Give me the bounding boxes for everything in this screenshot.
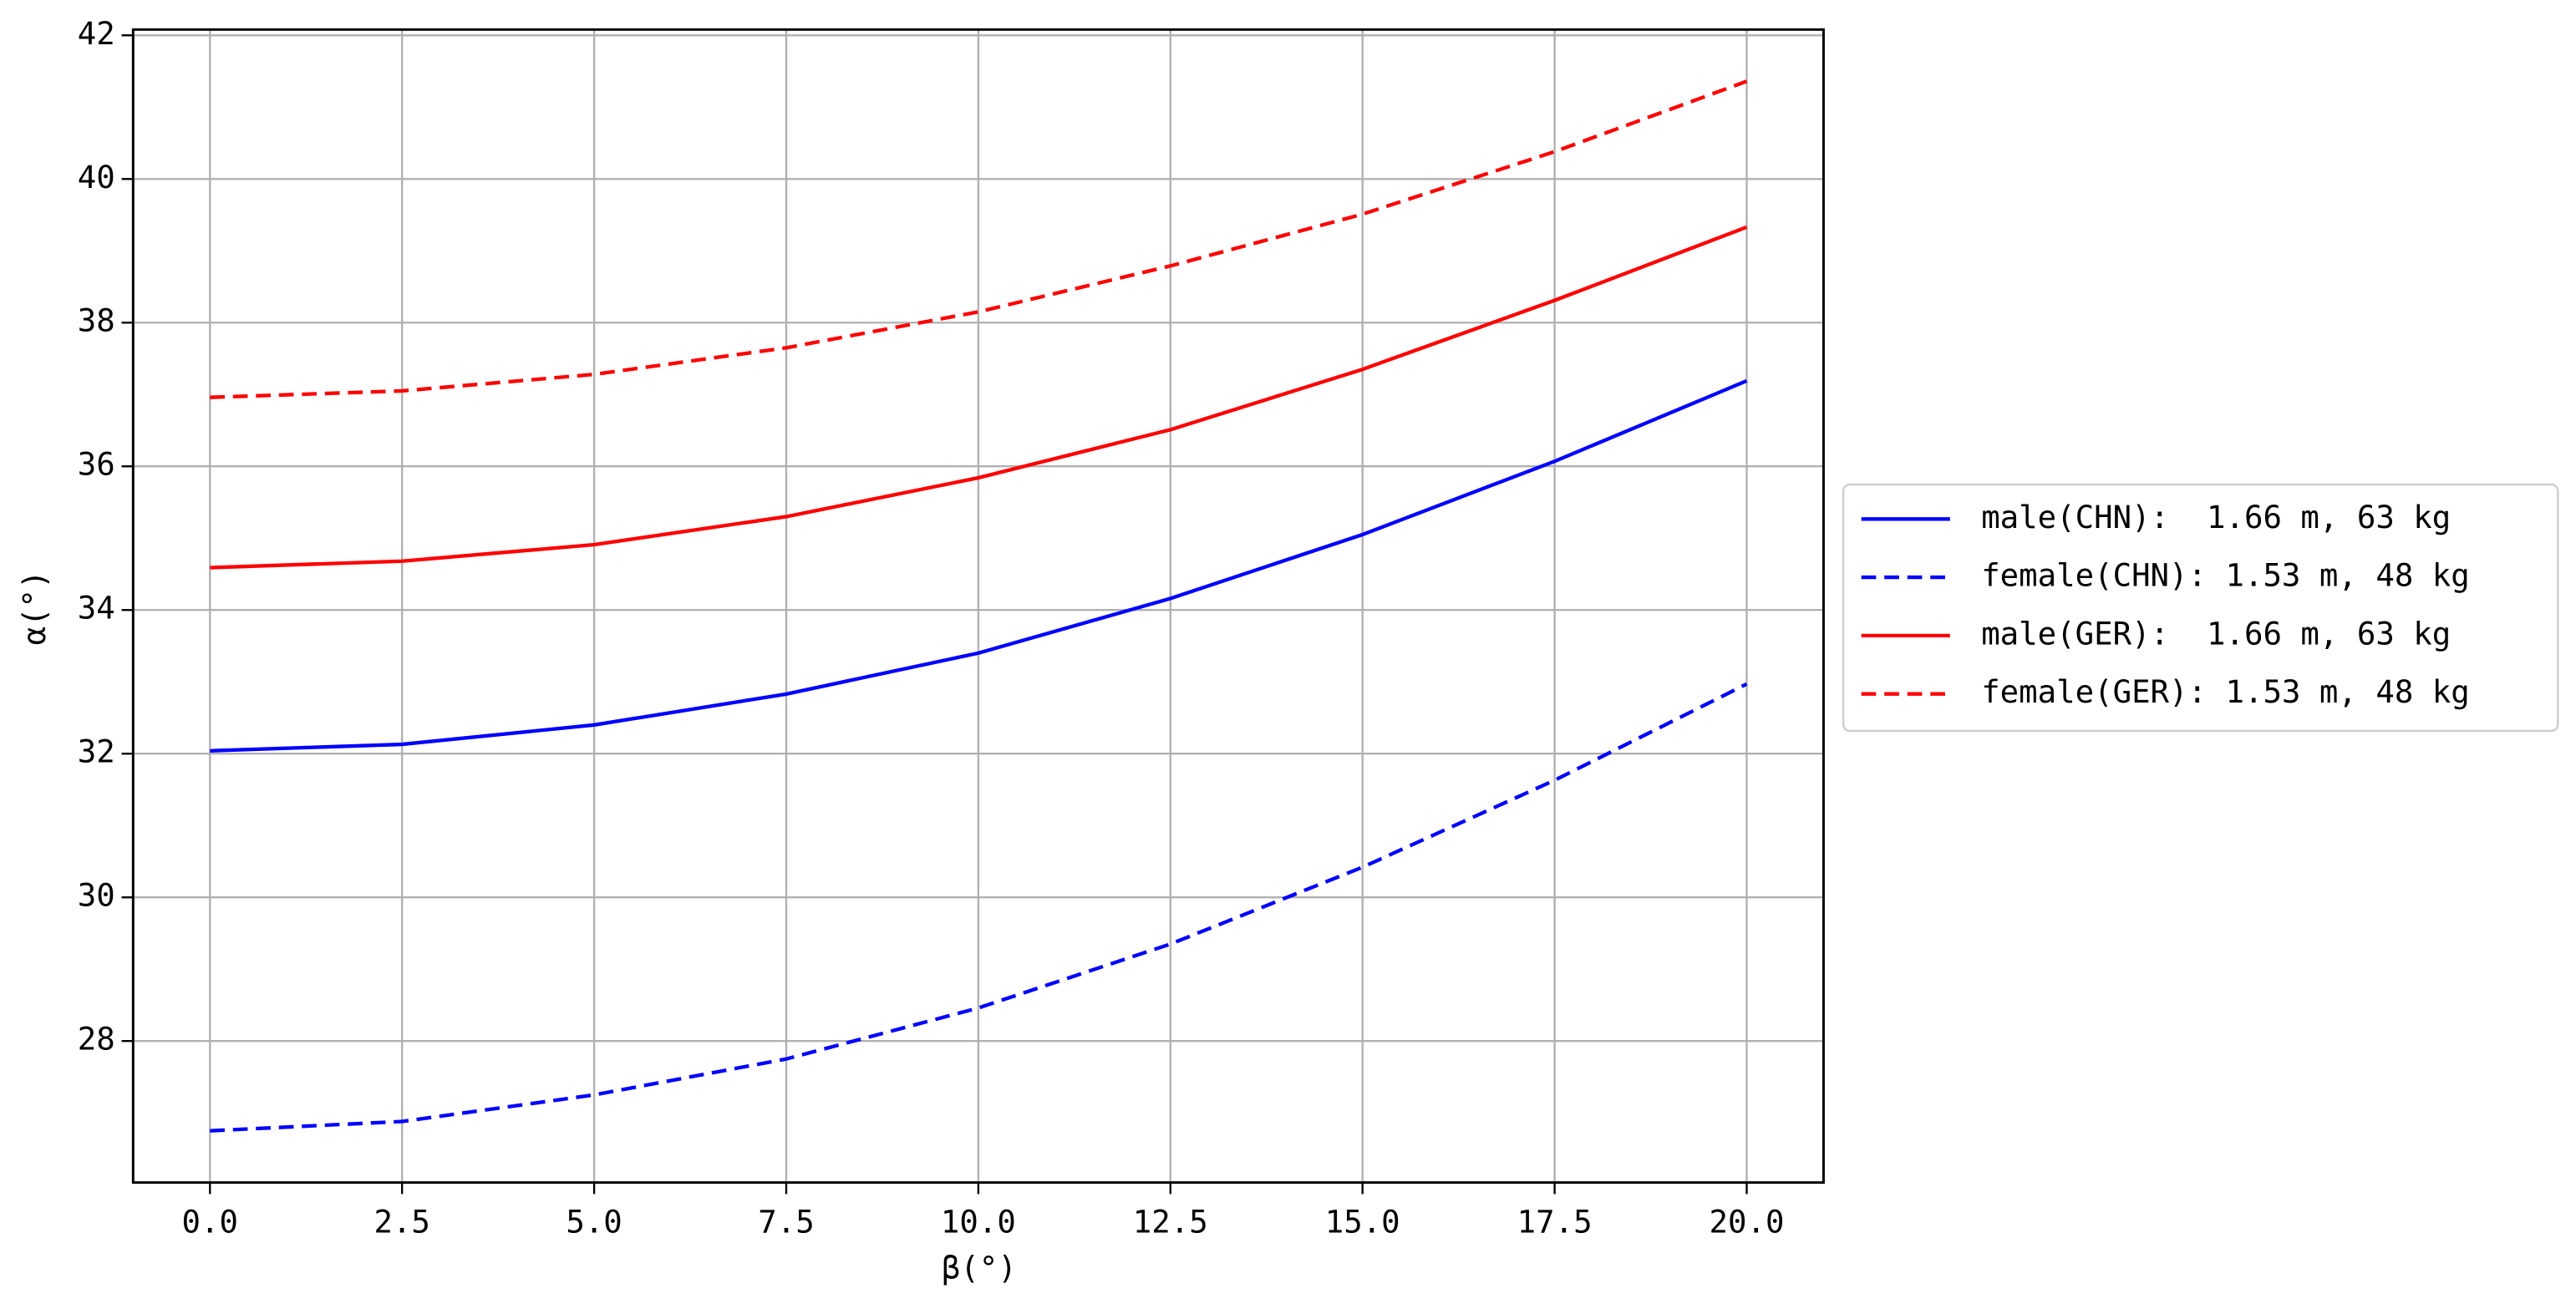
x-tick-label: 0.0 (182, 1203, 238, 1240)
y-tick-label: 34 (78, 590, 115, 627)
legend-box (1842, 483, 2559, 733)
legend-label: male(CHN): 1.66 m, 63 kg (1981, 499, 2451, 535)
y-axis-label: α(°) (16, 570, 53, 645)
legend-label: male(GER): 1.66 m, 63 kg (1981, 615, 2451, 652)
y-tick-label: 36 (78, 446, 115, 483)
y-tick-label: 32 (78, 733, 115, 770)
data-line (210, 225, 1748, 570)
x-tick-label: 12.5 (1133, 1203, 1208, 1240)
y-tick-label: 38 (78, 302, 115, 339)
data-line (210, 79, 1748, 399)
x-tick-label: 15.0 (1325, 1203, 1400, 1240)
x-tick-label: 17.5 (1517, 1203, 1593, 1240)
y-tick-label: 30 (78, 877, 115, 914)
data-line (210, 378, 1748, 753)
x-axis-label: β(°) (942, 1249, 1017, 1286)
legend-label: female(CHN): 1.53 m, 48 kg (1981, 557, 2470, 594)
x-tick-label: 2.5 (373, 1203, 429, 1240)
y-tick-label: 42 (78, 15, 115, 52)
legend-label: female(GER): 1.53 m, 48 kg (1981, 673, 2470, 710)
x-tick-label: 5.0 (566, 1203, 622, 1240)
x-tick-label: 20.0 (1710, 1203, 1785, 1240)
x-tick-label: 7.5 (758, 1203, 814, 1240)
y-tick-label: 40 (78, 159, 115, 195)
y-tick-label: 28 (78, 1021, 115, 1058)
data-line (210, 682, 1748, 1133)
x-tick-label: 10.0 (941, 1203, 1016, 1240)
plot-frame (131, 28, 1825, 1185)
